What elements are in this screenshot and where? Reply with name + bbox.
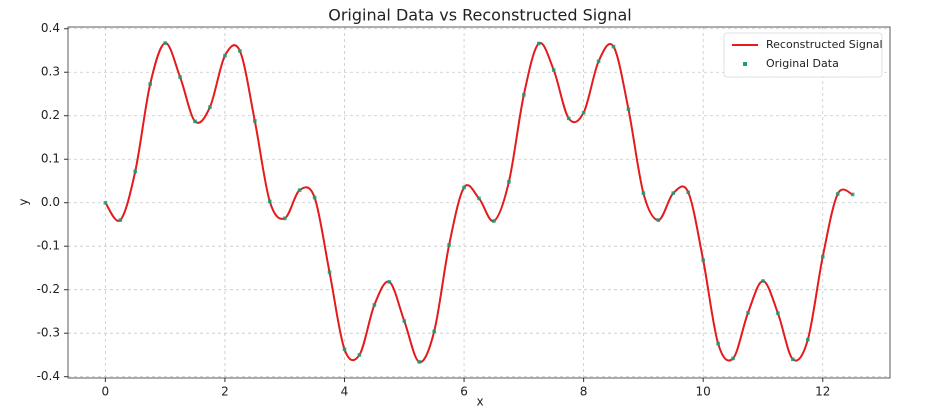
- data-point: [701, 258, 705, 262]
- data-point: [133, 169, 138, 174]
- y-tick-label: -0.4: [37, 369, 60, 383]
- data-point: [372, 303, 377, 307]
- data-point: [581, 110, 586, 115]
- y-tick-label: 0.3: [41, 65, 60, 79]
- data-point: [267, 199, 272, 204]
- data-point: [342, 347, 347, 352]
- y-axis-label: y: [17, 198, 31, 205]
- data-point: [402, 319, 407, 323]
- data-point: [835, 192, 840, 196]
- data-point: [417, 360, 422, 364]
- data-point: [776, 311, 780, 315]
- data-point: [507, 180, 511, 184]
- y-tick-label: -0.2: [37, 282, 60, 296]
- data-point: [686, 190, 691, 195]
- data-point: [626, 107, 631, 112]
- y-tick-label: 0.1: [41, 152, 60, 166]
- x-tick-label: 2: [221, 385, 229, 399]
- data-point: [223, 53, 227, 58]
- data-point: [716, 341, 720, 346]
- data-point: [791, 357, 795, 362]
- data-point: [432, 329, 436, 334]
- data-point: [253, 119, 257, 123]
- legend-label: Reconstructed Signal: [766, 38, 883, 51]
- data-point: [103, 200, 108, 205]
- data-point: [357, 353, 362, 357]
- data-point: [178, 75, 182, 79]
- data-point: [611, 44, 616, 49]
- data-point: [522, 93, 526, 97]
- data-point: [193, 119, 197, 124]
- legend-label: Original Data: [766, 57, 839, 70]
- x-tick-label: 8: [580, 385, 588, 399]
- plot-frame: [67, 26, 891, 379]
- data-point: [297, 188, 302, 192]
- data-point: [492, 219, 496, 223]
- y-tick-label: 0.2: [41, 108, 60, 122]
- data-point: [148, 82, 152, 86]
- x-tick-label: 0: [102, 385, 110, 399]
- data-point: [746, 310, 750, 315]
- chart-title: Original Data vs Reconstructed Signal: [328, 6, 631, 25]
- data-point: [761, 279, 765, 283]
- data-point: [447, 243, 451, 247]
- legend-box: [723, 32, 883, 78]
- data-point: [387, 280, 392, 284]
- data-point: [238, 49, 242, 53]
- data-point: [641, 191, 646, 195]
- y-tick-label: -0.3: [37, 326, 60, 340]
- y-tick-label: -0.1: [37, 239, 60, 253]
- data-point: [327, 270, 332, 275]
- data-point: [820, 254, 825, 259]
- y-tick-label: 0.0: [41, 195, 60, 209]
- data-point: [312, 195, 317, 200]
- x-axis-label: x: [476, 395, 483, 407]
- data-point: [551, 68, 556, 72]
- x-tick-label: 6: [460, 385, 468, 399]
- data-point: [731, 356, 735, 361]
- data-point: [118, 218, 123, 222]
- data-point: [462, 185, 466, 190]
- data-point: [671, 191, 676, 195]
- data-point: [656, 218, 661, 222]
- data-point: [536, 41, 541, 46]
- x-tick-label: 12: [815, 385, 830, 399]
- legend-marker: [743, 62, 747, 66]
- x-tick-label: 10: [696, 385, 711, 399]
- data-point: [566, 116, 571, 121]
- data-point: [850, 192, 855, 197]
- data-point: [596, 59, 601, 64]
- data-point: [208, 105, 212, 109]
- y-tick-label: 0.4: [41, 21, 60, 35]
- data-point: [477, 196, 481, 201]
- data-point: [806, 337, 810, 342]
- data-point: [163, 41, 167, 45]
- data-point: [282, 216, 287, 221]
- x-tick-label: 4: [341, 385, 349, 399]
